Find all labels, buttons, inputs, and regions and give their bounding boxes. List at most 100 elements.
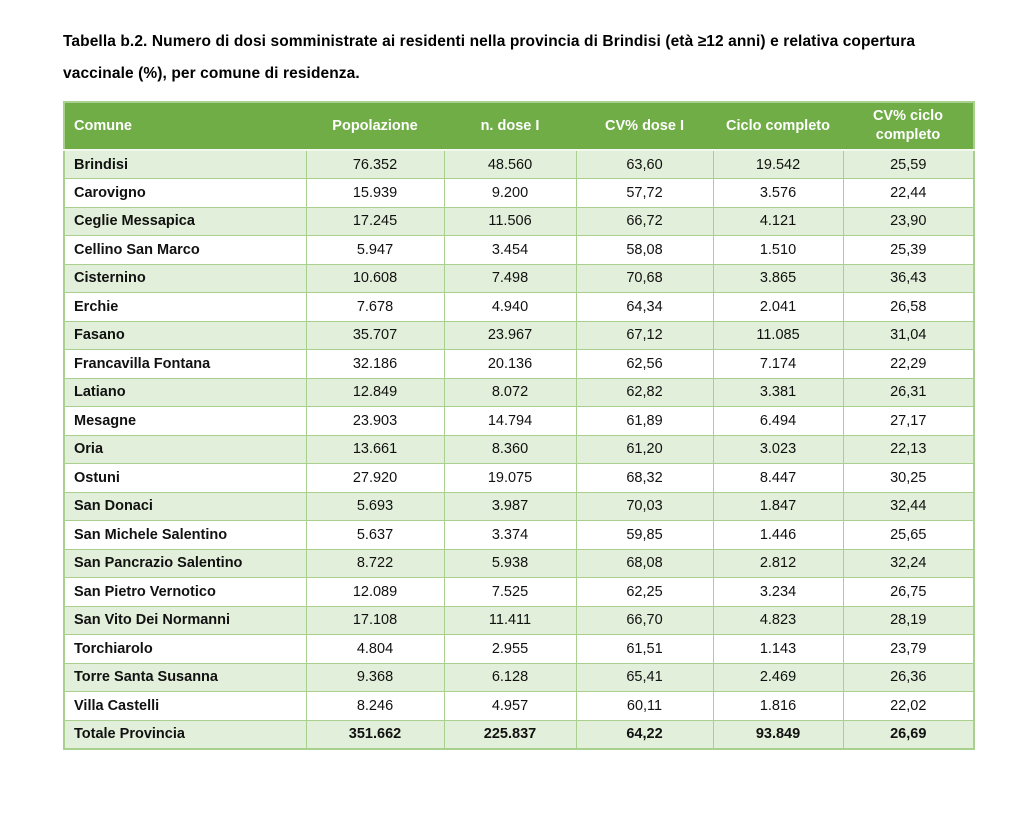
value-cell: 1.510 bbox=[712, 235, 844, 265]
total-row: Totale Provincia 351.662 225.837 64,22 9… bbox=[63, 719, 975, 749]
value-cell: 7.678 bbox=[305, 292, 445, 322]
value-cell: 12.849 bbox=[305, 377, 445, 407]
value-cell: 7.525 bbox=[443, 577, 577, 607]
comune-cell: Erchie bbox=[63, 292, 307, 322]
total-popolazione: 351.662 bbox=[305, 719, 445, 749]
column-header-comune: Comune bbox=[64, 102, 306, 151]
value-cell: 4.957 bbox=[443, 691, 577, 721]
table-row: San Michele Salentino 5.637 3.374 59,85 1.44… bbox=[63, 520, 975, 550]
value-cell: 8.246 bbox=[305, 691, 445, 721]
table-body: Brindisi 76.352 48.560 63,60 19.542 25,59 Caro… bbox=[63, 149, 975, 721]
value-cell: 14.794 bbox=[443, 406, 577, 436]
value-cell: 11.411 bbox=[443, 605, 577, 635]
comune-cell: San Michele Salentino bbox=[63, 520, 307, 550]
comune-cell: Fasano bbox=[63, 320, 307, 350]
value-cell: 63,60 bbox=[575, 149, 714, 179]
value-cell: 19.075 bbox=[443, 463, 577, 493]
value-cell: 62,82 bbox=[575, 377, 714, 407]
value-cell: 22,13 bbox=[842, 434, 975, 464]
value-cell: 15.939 bbox=[305, 178, 445, 208]
value-cell: 3.381 bbox=[712, 377, 844, 407]
comune-cell: Ceglie Messapica bbox=[63, 206, 307, 236]
comune-cell: San Pancrazio Salentino bbox=[63, 548, 307, 578]
table-row: San Vito Dei Normanni 17.108 11.411 66,70 4.… bbox=[63, 605, 975, 635]
value-cell: 48.560 bbox=[443, 149, 577, 179]
value-cell: 26,31 bbox=[842, 377, 975, 407]
value-cell: 6.494 bbox=[712, 406, 844, 436]
value-cell: 62,56 bbox=[575, 349, 714, 379]
vaccination-coverage-table: Comune Popolazione n. dose I CV% dose I … bbox=[63, 101, 975, 750]
comune-cell: Cisternino bbox=[63, 263, 307, 293]
value-cell: 76.352 bbox=[305, 149, 445, 179]
table-footer: Totale Provincia 351.662 225.837 64,22 9… bbox=[63, 719, 975, 749]
value-cell: 22,29 bbox=[842, 349, 975, 379]
value-cell: 59,85 bbox=[575, 520, 714, 550]
comune-cell: Torre Santa Susanna bbox=[63, 662, 307, 692]
value-cell: 70,03 bbox=[575, 491, 714, 521]
value-cell: 3.865 bbox=[712, 263, 844, 293]
value-cell: 62,25 bbox=[575, 577, 714, 607]
comune-cell: San Pietro Vernotico bbox=[63, 577, 307, 607]
value-cell: 7.498 bbox=[443, 263, 577, 293]
value-cell: 31,04 bbox=[842, 320, 975, 350]
comune-cell: Oria bbox=[63, 434, 307, 464]
value-cell: 68,08 bbox=[575, 548, 714, 578]
comune-cell: Cellino San Marco bbox=[63, 235, 307, 265]
value-cell: 4.823 bbox=[712, 605, 844, 635]
value-cell: 5.637 bbox=[305, 520, 445, 550]
value-cell: 17.245 bbox=[305, 206, 445, 236]
value-cell: 32,24 bbox=[842, 548, 975, 578]
value-cell: 7.174 bbox=[712, 349, 844, 379]
value-cell: 66,72 bbox=[575, 206, 714, 236]
table-row: Latiano 12.849 8.072 62,82 3.381 26,31 bbox=[63, 377, 975, 407]
value-cell: 3.576 bbox=[712, 178, 844, 208]
table-row: Cellino San Marco 5.947 3.454 58,08 1.510 25,… bbox=[63, 235, 975, 265]
value-cell: 61,20 bbox=[575, 434, 714, 464]
table-caption: Tabella b.2. Numero di dosi somministrat… bbox=[63, 33, 916, 82]
value-cell: 9.200 bbox=[443, 178, 577, 208]
value-cell: 65,41 bbox=[575, 662, 714, 692]
comune-cell: Torchiarolo bbox=[63, 634, 307, 664]
column-header-ciclo-completo: Ciclo completo bbox=[713, 102, 843, 151]
header-row: Comune Popolazione n. dose I CV% dose I … bbox=[64, 102, 974, 151]
total-cv-ciclo-completo: 26,69 bbox=[842, 719, 975, 749]
comune-cell: Francavilla Fontana bbox=[63, 349, 307, 379]
value-cell: 4.940 bbox=[443, 292, 577, 322]
value-cell: 10.608 bbox=[305, 263, 445, 293]
comune-cell: Carovigno bbox=[63, 178, 307, 208]
table-row: Cisternino 10.608 7.498 70,68 3.865 36,43 bbox=[63, 263, 975, 293]
table-row: Mesagne 23.903 14.794 61,89 6.494 27,17 bbox=[63, 406, 975, 436]
value-cell: 23,90 bbox=[842, 206, 975, 236]
value-cell: 17.108 bbox=[305, 605, 445, 635]
total-ciclo-completo: 93.849 bbox=[712, 719, 844, 749]
table-row: Brindisi 76.352 48.560 63,60 19.542 25,59 bbox=[63, 149, 975, 179]
value-cell: 3.234 bbox=[712, 577, 844, 607]
value-cell: 68,32 bbox=[575, 463, 714, 493]
table-header: Comune Popolazione n. dose I CV% dose I … bbox=[64, 102, 974, 151]
value-cell: 4.804 bbox=[305, 634, 445, 664]
table-row: San Pietro Vernotico 12.089 7.525 62,25 3.23… bbox=[63, 577, 975, 607]
value-cell: 8.360 bbox=[443, 434, 577, 464]
value-cell: 26,58 bbox=[842, 292, 975, 322]
table-row: Torchiarolo 4.804 2.955 61,51 1.143 23,79 bbox=[63, 634, 975, 664]
value-cell: 6.128 bbox=[443, 662, 577, 692]
value-cell: 3.454 bbox=[443, 235, 577, 265]
value-cell: 36,43 bbox=[842, 263, 975, 293]
value-cell: 20.136 bbox=[443, 349, 577, 379]
comune-cell: Brindisi bbox=[63, 149, 307, 179]
value-cell: 26,36 bbox=[842, 662, 975, 692]
value-cell: 3.023 bbox=[712, 434, 844, 464]
comune-cell: Ostuni bbox=[63, 463, 307, 493]
value-cell: 23,79 bbox=[842, 634, 975, 664]
column-header-popolazione: Popolazione bbox=[306, 102, 444, 151]
value-cell: 2.469 bbox=[712, 662, 844, 692]
value-cell: 25,39 bbox=[842, 235, 975, 265]
value-cell: 8.722 bbox=[305, 548, 445, 578]
value-cell: 61,51 bbox=[575, 634, 714, 664]
value-cell: 27,17 bbox=[842, 406, 975, 436]
total-label: Totale Provincia bbox=[63, 719, 307, 749]
value-cell: 61,89 bbox=[575, 406, 714, 436]
value-cell: 3.374 bbox=[443, 520, 577, 550]
column-header-cv-dose-1: CV% dose I bbox=[576, 102, 713, 151]
